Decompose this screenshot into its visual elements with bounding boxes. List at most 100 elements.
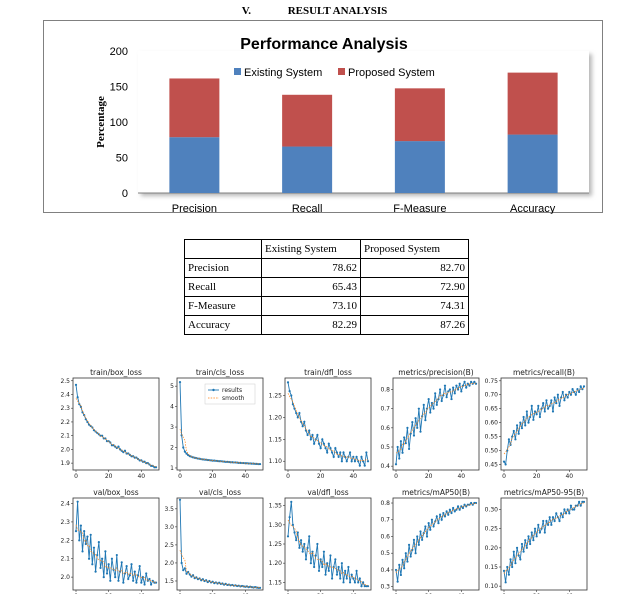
subplot: metrics/mAP50(B) 0.3 0.4 0.5 0.6 0.7 0.8 0 20 40 <box>380 488 480 594</box>
results-point <box>517 432 520 435</box>
results-point <box>99 566 102 570</box>
results-point <box>455 384 458 387</box>
x-tick-label: 0 <box>502 473 506 480</box>
results-point <box>127 577 130 581</box>
subplot-frame <box>72 497 160 591</box>
smooth-line <box>396 382 477 454</box>
results-point <box>324 446 327 450</box>
results-point <box>398 563 401 567</box>
bar-existing-system <box>507 134 558 193</box>
results-point <box>311 550 314 553</box>
results-point <box>460 390 463 393</box>
results-point <box>340 460 343 463</box>
results-point <box>450 511 453 515</box>
y-tick-label: 2.1 <box>60 556 70 563</box>
y-tick-label: 1.5 <box>164 578 174 585</box>
results-point <box>421 538 424 541</box>
x-tick-label: 40 <box>565 473 573 480</box>
smooth-line <box>179 550 261 588</box>
results-point <box>419 530 422 533</box>
results-point <box>329 554 332 557</box>
results-point <box>314 554 317 557</box>
results-point <box>117 579 120 582</box>
results-point <box>352 455 355 458</box>
y-tick-label: 0.20 <box>485 545 499 552</box>
y-tick-label: 1.15 <box>269 579 283 586</box>
results-point <box>84 542 87 546</box>
results-point <box>101 557 104 560</box>
y-tick-label: 0.70 <box>485 392 499 399</box>
results-point <box>332 455 335 458</box>
results-point <box>86 535 89 538</box>
results-point <box>350 573 353 576</box>
results-point <box>463 380 466 383</box>
table-cell: F-Measure <box>184 296 262 316</box>
results-point <box>553 519 556 523</box>
results-point <box>185 452 188 455</box>
results-point <box>344 569 347 572</box>
y-tick-label: 0.4 <box>380 567 390 574</box>
performance-chart-svg: 0 50 100 150 200 Percentage Performance Analys… <box>95 36 589 214</box>
results-point <box>414 417 417 420</box>
results-point <box>412 538 416 541</box>
results-point <box>561 390 564 394</box>
results-point <box>533 527 537 530</box>
results-point <box>304 558 308 561</box>
subplot: metrics/recall(B) 0.45 0.50 0.55 0.60 0.65 0.7… <box>485 368 588 480</box>
x-tick-label: 40 <box>241 593 249 594</box>
results-point <box>324 573 327 576</box>
results-point <box>422 403 425 406</box>
results-point <box>353 581 357 584</box>
table-cell: 65.43 <box>261 277 361 297</box>
y-tick-label: 0.25 <box>485 526 499 533</box>
results-point <box>196 457 200 460</box>
results-point <box>180 561 183 565</box>
results-point <box>411 548 414 551</box>
results-point <box>399 440 402 443</box>
results-point <box>313 565 316 569</box>
subplot: train/box_loss 1.9 2.0 2.1 2.2 2.3 2.4 2.5 0 20 40 <box>60 368 160 480</box>
table-cell: 87.26 <box>360 315 469 335</box>
results-point <box>430 518 434 521</box>
x-tick-label: 20 <box>209 593 217 594</box>
legend-label: results <box>222 387 242 394</box>
y-tick-label: 0.65 <box>485 406 499 413</box>
results-point <box>568 390 571 394</box>
results-point <box>150 583 153 586</box>
bar-proposed-system <box>282 94 333 147</box>
subplot-frame <box>392 377 480 471</box>
x-tick-label: 40 <box>565 593 573 594</box>
results-point <box>455 508 458 511</box>
y-tick-label: 1 <box>170 465 174 472</box>
y-tick-label: 0.4 <box>380 463 390 470</box>
results-point <box>504 581 507 584</box>
results-point <box>519 558 522 561</box>
y-tick-label: 2.4 <box>60 501 70 508</box>
results-point <box>115 553 118 557</box>
results-point <box>337 455 340 458</box>
results-point <box>188 573 191 576</box>
y-axis-label: Percentage <box>95 96 107 148</box>
legend-swatch <box>234 68 241 75</box>
results-point <box>407 447 411 451</box>
table-cell: Precision <box>184 258 262 278</box>
results-point <box>122 581 125 584</box>
results-point <box>437 521 440 525</box>
results-point <box>532 539 535 542</box>
smooth-line <box>75 524 157 583</box>
results-point <box>290 500 293 503</box>
results-point <box>316 433 319 437</box>
results-point <box>91 563 94 566</box>
results-point <box>234 461 237 464</box>
results-point <box>432 407 435 410</box>
y-tick-label: 0.30 <box>485 507 499 514</box>
y-tick-label: 2.4 <box>60 391 70 398</box>
results-point <box>566 508 569 511</box>
results-point <box>348 581 352 584</box>
results-point <box>105 572 109 575</box>
results-point <box>563 399 566 402</box>
smooth-line <box>395 503 477 574</box>
results-point <box>363 464 366 467</box>
y-tick-label: 0.7 <box>380 517 390 524</box>
results-point <box>550 399 553 402</box>
